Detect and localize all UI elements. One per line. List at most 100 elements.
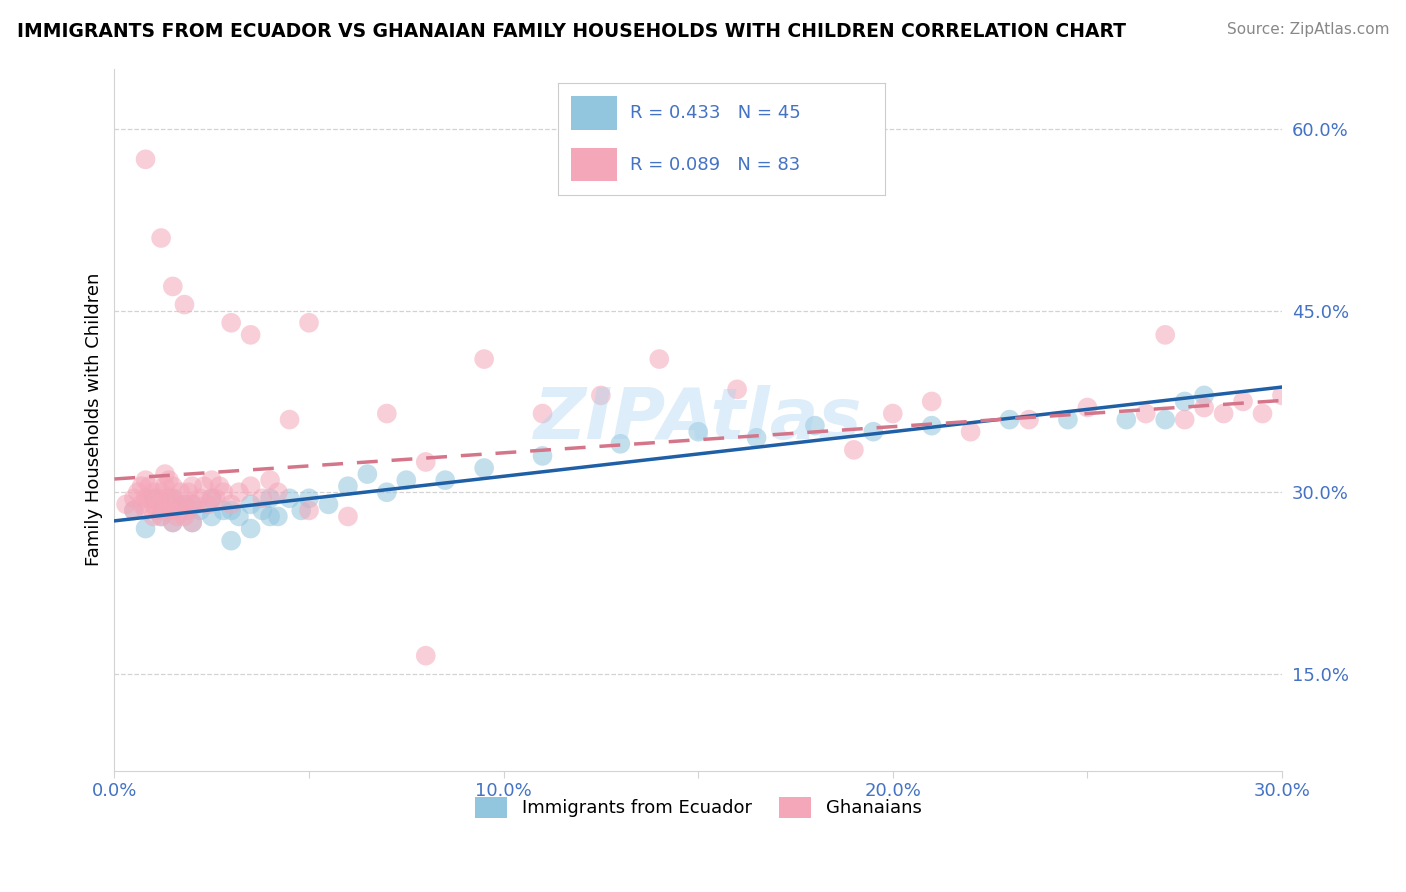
Point — [150, 509, 173, 524]
Point — [135, 153, 157, 167]
Point — [1232, 394, 1254, 409]
Point — [745, 431, 768, 445]
Point — [959, 425, 981, 439]
Point — [219, 533, 242, 548]
Point — [131, 497, 153, 511]
Point — [201, 509, 224, 524]
Point — [146, 491, 169, 506]
Point — [166, 509, 188, 524]
Point — [208, 479, 231, 493]
Point — [472, 352, 495, 367]
Point — [998, 412, 1021, 426]
Point — [531, 449, 554, 463]
Point — [278, 491, 301, 506]
Point — [173, 509, 195, 524]
Point — [472, 461, 495, 475]
Point — [138, 479, 160, 493]
Point — [1018, 412, 1040, 426]
Point — [278, 412, 301, 426]
Point — [298, 491, 321, 506]
Point — [162, 491, 184, 506]
Point — [298, 503, 321, 517]
Point — [415, 648, 437, 663]
Point — [201, 473, 224, 487]
Point — [188, 491, 211, 506]
Point — [153, 503, 176, 517]
Point — [267, 509, 290, 524]
Point — [193, 479, 215, 493]
Point — [115, 497, 138, 511]
Point — [1251, 407, 1274, 421]
Point — [228, 509, 250, 524]
Point — [135, 473, 157, 487]
Point — [239, 497, 262, 511]
Point — [1115, 412, 1137, 426]
Point — [146, 503, 169, 517]
Point — [336, 479, 359, 493]
Point — [212, 503, 235, 517]
Point — [162, 516, 184, 530]
Y-axis label: Family Households with Children: Family Households with Children — [86, 273, 103, 566]
Point — [239, 479, 262, 493]
Point — [166, 497, 188, 511]
Point — [219, 316, 242, 330]
Point — [259, 473, 281, 487]
Point — [1135, 407, 1157, 421]
Point — [177, 503, 200, 517]
Point — [173, 497, 195, 511]
Point — [122, 503, 145, 517]
Point — [531, 407, 554, 421]
Point — [135, 503, 157, 517]
Point — [142, 491, 165, 506]
Point — [725, 382, 748, 396]
Point — [688, 425, 710, 439]
Point — [138, 491, 160, 506]
Point — [336, 509, 359, 524]
Point — [169, 485, 191, 500]
Point — [1271, 388, 1294, 402]
Point — [131, 479, 153, 493]
Point — [1174, 412, 1197, 426]
Point — [318, 497, 340, 511]
Point — [239, 327, 262, 342]
Point — [356, 467, 378, 481]
Point — [252, 503, 274, 517]
Point — [921, 394, 943, 409]
Point — [395, 473, 418, 487]
Point — [842, 442, 865, 457]
Point — [157, 491, 180, 506]
Point — [162, 516, 184, 530]
Point — [150, 485, 173, 500]
Point — [197, 497, 219, 511]
Point — [177, 485, 200, 500]
Point — [150, 509, 173, 524]
Point — [609, 437, 631, 451]
Point — [181, 516, 204, 530]
Point — [173, 497, 195, 511]
Point — [150, 231, 173, 245]
Point — [252, 491, 274, 506]
Point — [1329, 370, 1351, 384]
Text: Source: ZipAtlas.com: Source: ZipAtlas.com — [1226, 22, 1389, 37]
Legend: Immigrants from Ecuador, Ghanaians: Immigrants from Ecuador, Ghanaians — [468, 789, 929, 825]
Point — [142, 509, 165, 524]
Point — [648, 352, 671, 367]
Point — [1076, 401, 1098, 415]
Point — [290, 503, 312, 517]
Point — [181, 516, 204, 530]
Point — [153, 479, 176, 493]
Point — [212, 485, 235, 500]
Point — [219, 503, 242, 517]
Point — [1192, 388, 1215, 402]
Point — [1192, 401, 1215, 415]
Point — [162, 491, 184, 506]
Point — [267, 485, 290, 500]
Point — [162, 503, 184, 517]
Point — [142, 485, 165, 500]
Point — [122, 503, 145, 517]
Point — [204, 491, 226, 506]
Point — [259, 509, 281, 524]
Point — [1174, 394, 1197, 409]
Point — [142, 497, 165, 511]
Point — [375, 485, 398, 500]
